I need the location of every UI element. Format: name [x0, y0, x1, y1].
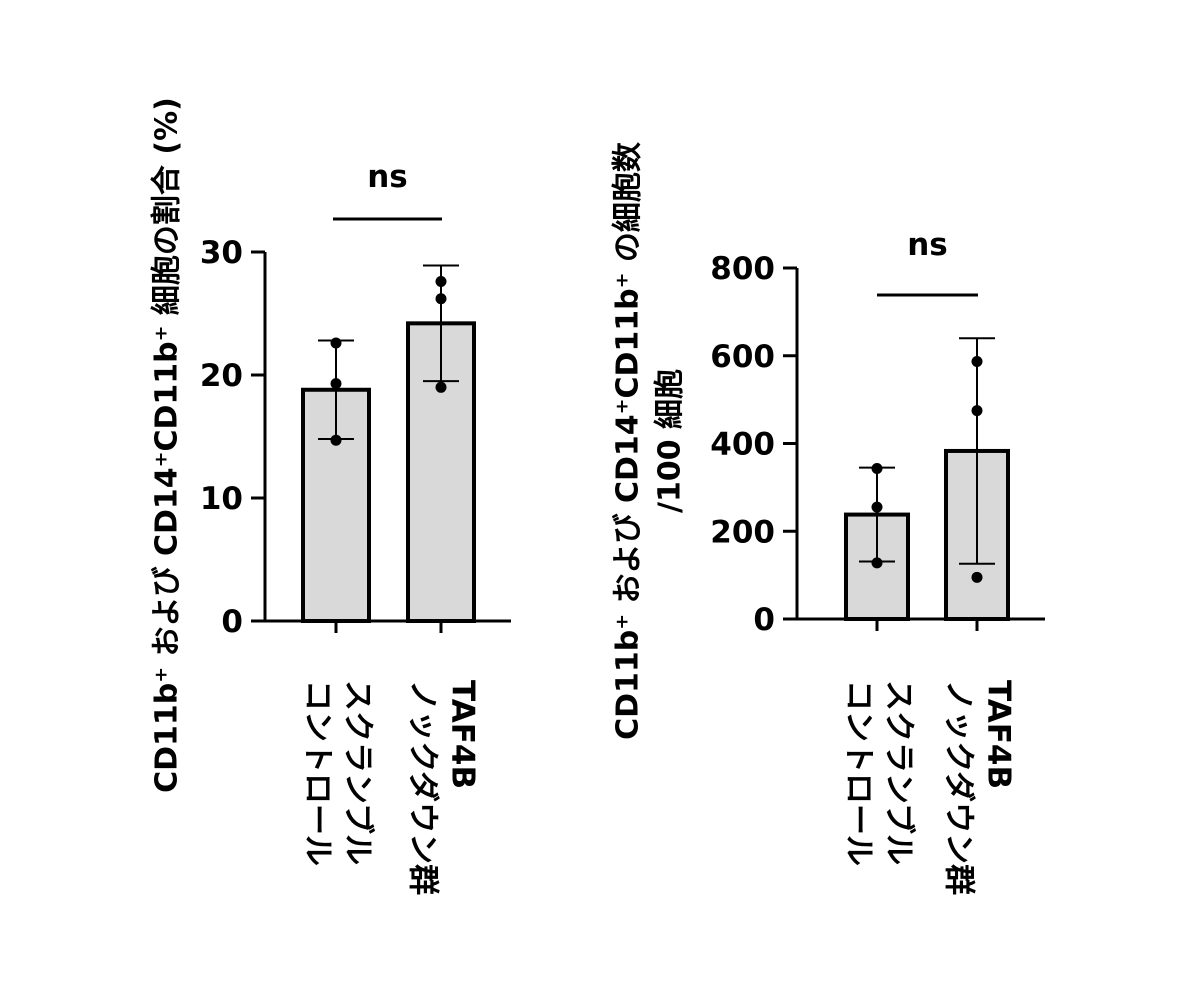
data-point — [871, 463, 883, 475]
data-point — [330, 337, 342, 349]
data-point — [435, 381, 447, 393]
data-point — [871, 557, 883, 569]
data-point — [435, 293, 447, 305]
y-tick-label: 200 — [710, 514, 775, 550]
chart-cell-count: 0 200 400 600 800 ns CD11b⁺ および CD14⁺CD11b⁺ の細… — [611, 141, 1045, 895]
x-category-label: TAF4B — [981, 680, 1017, 789]
y-tick-label: 600 — [710, 339, 775, 375]
y-axis-label: CD11b⁺ および CD14⁺CD11b⁺ 細胞の割合 (%) — [150, 97, 185, 793]
significance-label: ns — [367, 159, 408, 195]
y-axis-label: /100 細胞 — [653, 369, 688, 513]
y-tick-label: 400 — [710, 427, 775, 463]
y-tick-label: 20 — [200, 358, 243, 394]
y-tick-label: 10 — [200, 481, 243, 517]
data-point — [971, 405, 983, 417]
x-category-label: TAF4B — [445, 680, 481, 789]
data-point — [330, 434, 342, 446]
x-category-label: スクランブル — [340, 680, 376, 865]
y-axis-label: CD11b⁺ および CD14⁺CD11b⁺ の細胞数 — [611, 141, 646, 740]
x-category-label: ノックダウン群 — [941, 680, 977, 895]
data-point — [971, 571, 983, 583]
y-tick-label: 800 — [710, 251, 775, 287]
y-tick-label: 30 — [200, 235, 243, 271]
chart-percentage: 0 10 20 30 ns CD11b⁺ および CD14⁺CD11b⁺ 細胞の割合 (%… — [150, 97, 511, 895]
data-point — [330, 378, 342, 390]
y-tick-label: 0 — [221, 604, 243, 640]
x-category-label: ノックダウン群 — [405, 680, 441, 895]
x-category-label: コントロール — [841, 680, 877, 866]
data-point — [871, 501, 883, 513]
significance-label: ns — [907, 227, 948, 263]
y-tick-label: 0 — [753, 602, 775, 638]
data-point — [971, 355, 983, 367]
x-category-label: コントロール — [300, 680, 336, 866]
data-point — [435, 276, 447, 288]
x-category-label: スクランブル — [881, 680, 917, 865]
